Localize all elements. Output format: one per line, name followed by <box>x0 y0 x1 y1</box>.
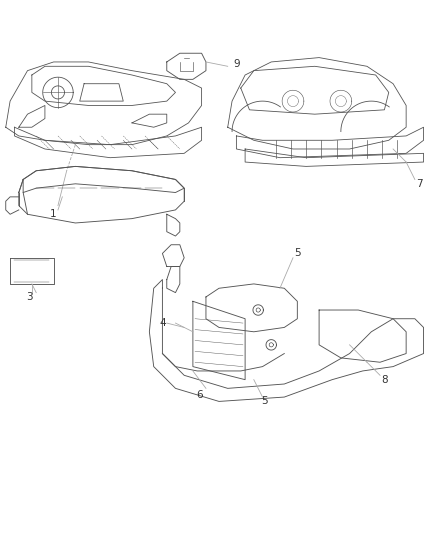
Text: 7: 7 <box>416 179 423 189</box>
Text: 6: 6 <box>196 390 203 400</box>
Text: 5: 5 <box>294 248 300 259</box>
Text: 1: 1 <box>50 209 57 219</box>
Text: 4: 4 <box>159 318 166 328</box>
Text: 3: 3 <box>26 292 33 302</box>
Text: 5: 5 <box>261 397 268 407</box>
Text: 9: 9 <box>233 59 240 69</box>
Text: 8: 8 <box>381 375 388 385</box>
